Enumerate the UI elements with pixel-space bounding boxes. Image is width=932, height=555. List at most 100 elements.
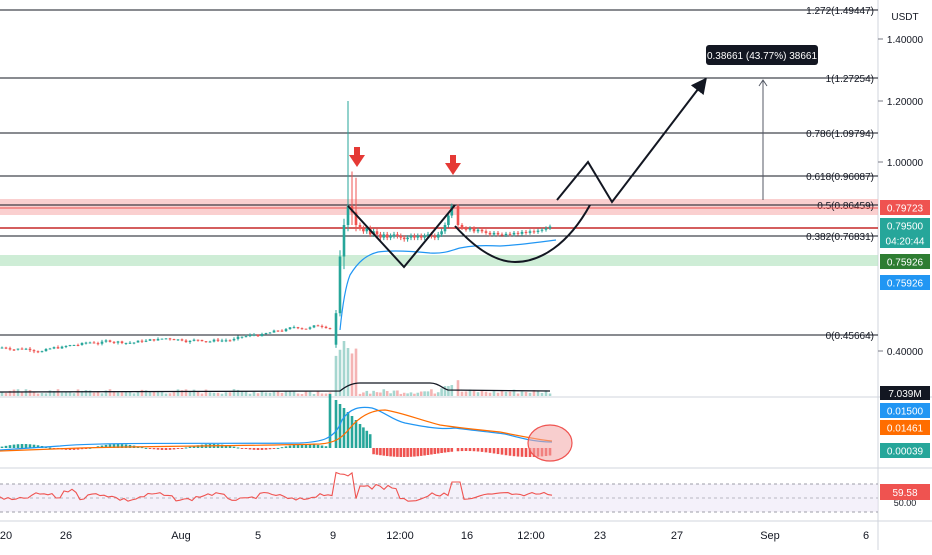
macd-bar [12,444,16,448]
fib-label-1: 1(1.27254) [826,74,874,85]
macd-bar [406,448,409,457]
volume-bar [160,392,164,396]
fib-label-0.618: 0.618(0.96087) [806,172,874,183]
candle-body [92,342,96,344]
volume-bar [354,348,358,396]
candle-body [104,340,108,342]
macd-badge [880,420,930,435]
support-zone[interactable] [0,255,878,266]
macd-bar [284,446,288,448]
volume-bar [176,389,180,396]
currency-label: USDT [891,12,918,23]
down-arrow-icon [349,147,365,167]
volume-bar [180,390,184,396]
macd-bar [528,448,532,457]
measure-label[interactable]: 0.38661 (43.77%) 38661 [706,45,818,65]
volume-bar [365,390,369,396]
moving-average-line [339,239,557,331]
candle-body [164,338,168,340]
macd-bar [124,444,128,448]
volume-bar [196,391,200,396]
volume-bar [520,391,524,396]
double-top-drawing[interactable] [347,204,456,269]
macd-bar [244,448,248,449]
volume-bar [124,391,128,396]
candle-body [488,232,492,235]
projection-path[interactable] [556,77,707,204]
candle-body [328,328,332,330]
candle-body [216,339,220,341]
volume-bar [152,391,156,396]
candle-body [12,349,16,351]
candle-body [120,341,124,343]
candle-body [484,231,488,233]
candle-body [460,225,464,229]
volume-bar [112,390,116,396]
volume-bar [392,390,396,396]
volume-bar [358,393,362,396]
volume-bar [208,392,212,396]
candle-body [128,342,132,344]
macd-bar [365,430,369,448]
macd-bar [334,400,338,448]
volume-bar [447,386,450,396]
volume-bar [104,390,108,396]
price-tick-label: 0.40000 [887,347,924,358]
volume-bar [16,389,20,396]
volume-bar [132,393,136,396]
candle-body [8,348,12,350]
macd-bar [232,446,236,448]
candle-body [60,346,64,349]
fib-label-0.5: 0.5(0.86459) [817,201,874,212]
volume-bar [288,390,292,396]
candle-body [375,231,379,235]
rsi-badge [880,484,930,500]
volume-bar [304,391,308,396]
volume-bar [488,392,492,396]
time-label: 9 [330,530,336,542]
macd-bar [228,445,232,448]
price-badge [880,254,930,269]
volume-badge-label: 7.039M [888,389,921,400]
candle-body [536,230,540,232]
candle-body [96,343,100,345]
macd-bar [80,448,84,450]
macd-bar [328,394,332,448]
candle-body [240,336,244,338]
candle-body [440,231,443,235]
volume-bar [92,392,96,396]
volume-bar [375,392,379,396]
candle-body [100,341,104,344]
candle-body [413,236,416,238]
macd-badge [880,403,930,418]
resistance-zone[interactable] [0,199,878,215]
volume-bar [456,380,460,396]
macd-bar [464,448,468,452]
candle-body [192,339,196,341]
candle-body [312,325,316,328]
candle-body [320,325,324,327]
candle-body [423,236,426,238]
volume-bar [419,391,423,396]
volume-bar [172,392,176,396]
time-label: 6 [863,530,869,542]
candle-body [528,231,532,233]
time-label: Aug [171,530,191,542]
time-label: Sep [760,530,780,542]
macd-bar [492,448,496,454]
volume-bar [244,391,248,396]
volume-bar [512,389,516,396]
candle-body [362,228,365,232]
macd-bar [264,448,268,450]
cup-drawing[interactable] [454,204,591,264]
candle-body [220,340,224,342]
volume-bar [346,348,350,396]
candle-body [358,225,362,229]
candle-body [208,341,212,343]
highlight-circle[interactable] [527,424,573,462]
macd-bar [32,444,36,448]
volume-bar [504,391,508,396]
price-badge-label: 0.75926 [887,258,924,269]
